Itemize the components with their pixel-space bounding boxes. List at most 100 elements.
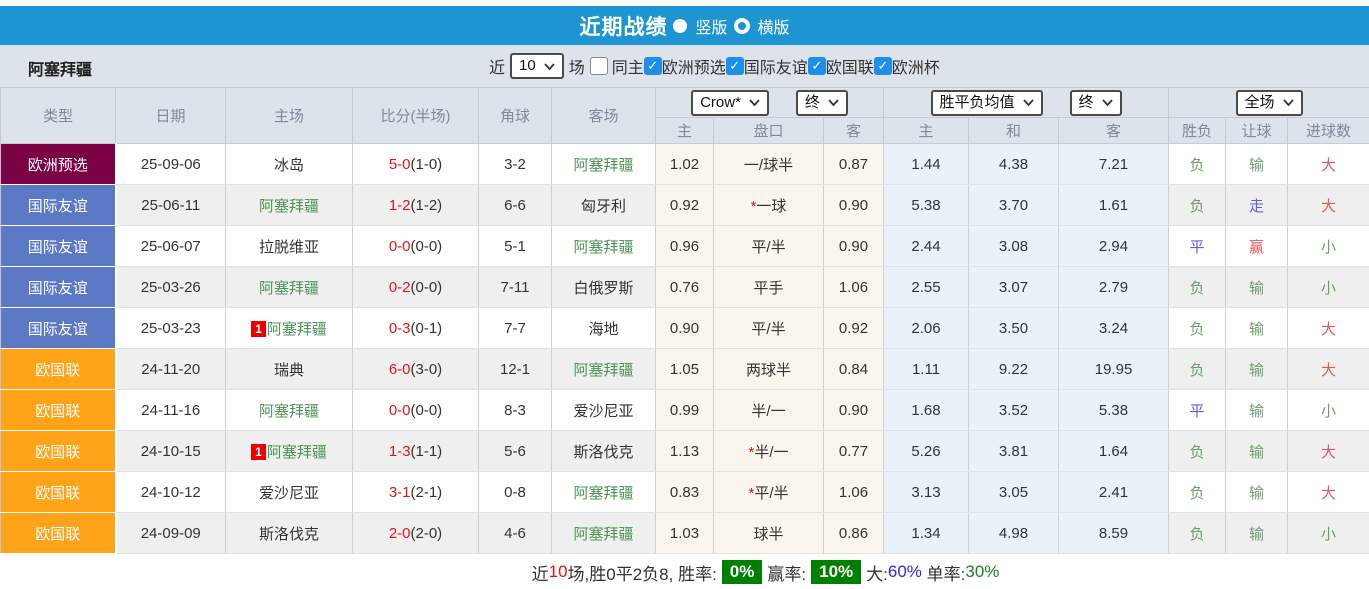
competition-checkbox-euro-cup[interactable]: ✓ xyxy=(873,57,892,75)
home-team-cell: 阿塞拜疆 xyxy=(225,184,353,226)
recent-label: 近 xyxy=(489,60,506,77)
avg-away-odds-cell: 8.59 xyxy=(1058,512,1170,554)
score-cell: 5-0(1-0) xyxy=(352,143,479,185)
title-bar: 近期战绩 竖版 横版 xyxy=(0,6,1369,45)
chevron-down-icon xyxy=(1282,99,1294,106)
match-type-cell: 国际友谊 xyxy=(0,307,117,349)
avg-draw-odds-cell: 3.08 xyxy=(968,225,1060,267)
handicap-home-odds-cell: 0.92 xyxy=(655,184,714,226)
odds-stage-select-value: 终 xyxy=(804,93,820,111)
competition-checkbox-nations-league[interactable]: ✓ xyxy=(807,57,826,75)
competition-checkbox-friendly[interactable]: ✓ xyxy=(725,57,744,75)
panel-title: 近期战绩 xyxy=(579,15,668,39)
away-team-name: 阿塞拜疆 xyxy=(573,525,634,543)
handicap-away-odds-cell: 1.06 xyxy=(823,266,885,308)
recent-count-select[interactable]: 10 xyxy=(510,53,564,79)
subcol-odds-home: 主 xyxy=(655,117,714,144)
handicap-line: 平/半 xyxy=(754,484,789,502)
away-team-name: 白俄罗斯 xyxy=(573,279,634,297)
away-team-cell: 白俄罗斯 xyxy=(551,266,656,308)
table-row: 欧国联 24-09-09 斯洛伐克 2-0(2-0) 4-6 阿塞拜疆 1.03… xyxy=(0,512,1369,554)
handicap-away-odds-cell: 0.90 xyxy=(823,225,885,267)
handicap-home-odds-cell: 1.13 xyxy=(655,430,714,472)
bookmaker-select[interactable]: Crow* xyxy=(691,89,769,116)
avg-stage-select[interactable]: 终 xyxy=(1069,89,1122,116)
result-handicap: 输 xyxy=(1249,443,1265,461)
chevron-down-icon xyxy=(1101,99,1113,106)
result-handicap-cell: 赢 xyxy=(1225,225,1289,267)
home-team-name: 阿塞拜疆 xyxy=(258,402,319,420)
competition-label-euro-qualifier: 欧洲预选 xyxy=(661,60,726,77)
result-goals: 小 xyxy=(1321,238,1337,256)
away-team-cell: 爱沙尼亚 xyxy=(551,389,656,431)
away-team-cell: 斯洛伐克 xyxy=(551,430,656,472)
result-goals: 小 xyxy=(1321,525,1337,543)
result-goals: 大 xyxy=(1321,484,1337,502)
result-goals-cell: 大 xyxy=(1287,307,1369,349)
radio-selected-icon xyxy=(673,18,688,33)
home-team-cell: 阿塞拜疆 xyxy=(225,266,353,308)
result-wdl-cell: 负 xyxy=(1168,430,1227,472)
scope-select-value: 全场 xyxy=(1244,93,1275,111)
avg-away-odds-cell: 1.64 xyxy=(1058,430,1170,472)
handicap-away-odds-cell: 0.90 xyxy=(823,184,885,226)
radio-horizontal-layout[interactable]: 横版 xyxy=(733,14,790,38)
result-handicap: 输 xyxy=(1249,156,1265,174)
single-rate: 30% xyxy=(965,562,1000,581)
avg-draw-odds-cell: 3.05 xyxy=(968,471,1060,513)
match-type-cell: 国际友谊 xyxy=(0,184,117,226)
away-team-cell: 匈牙利 xyxy=(551,184,656,226)
full-time-score: 1-2 xyxy=(388,196,411,214)
result-goals: 大 xyxy=(1321,443,1337,461)
win-odds-badge: 10% xyxy=(811,560,862,584)
avg-home-odds-cell: 1.11 xyxy=(883,348,970,390)
radio-horizontal-label: 横版 xyxy=(757,19,790,37)
score-cell: 1-3(1-1) xyxy=(352,430,479,472)
away-team-cell: 阿塞拜疆 xyxy=(551,471,656,513)
table-row: 欧国联 24-11-20 瑞典 6-0(3-0) 12-1 阿塞拜疆 1.05 … xyxy=(0,348,1369,390)
handicap-line: 两球半 xyxy=(745,361,791,379)
chevron-down-icon xyxy=(828,99,839,106)
competition-label-nations-league: 欧国联 xyxy=(825,60,874,77)
handicap-line: 平手 xyxy=(753,279,784,297)
check-icon: ✓ xyxy=(811,58,823,73)
home-team-cell: 1 阿塞拜疆 xyxy=(225,430,353,472)
avg-away-odds-cell: 2.79 xyxy=(1058,266,1170,308)
avg-home-odds-cell: 1.44 xyxy=(883,143,970,185)
table-row: 国际友谊 25-06-11 阿塞拜疆 1-2(1-2) 6-6 匈牙利 0.92… xyxy=(0,184,1369,226)
table-row: 国际友谊 25-03-23 1 阿塞拜疆 0-3(0-1) 7-7 海地 0.90… xyxy=(0,307,1369,349)
handicap-away-odds-cell: 0.86 xyxy=(823,512,885,554)
col-header-corners: 角球 xyxy=(478,87,552,144)
home-team-name: 阿塞拜疆 xyxy=(258,197,319,215)
avg-draw-odds-cell: 3.07 xyxy=(968,266,1060,308)
result-group-header: 全场 xyxy=(1168,87,1369,118)
result-handicap-cell: 输 xyxy=(1225,471,1289,513)
handicap-home-odds-cell: 1.03 xyxy=(655,512,714,554)
competition-checkbox-euro-qualifier[interactable]: ✓ xyxy=(643,57,662,75)
result-wdl-cell: 负 xyxy=(1168,512,1227,554)
score-cell: 1-2(1-2) xyxy=(352,184,479,226)
result-handicap-cell: 输 xyxy=(1225,266,1289,308)
half-time-score: (0-0) xyxy=(410,237,443,255)
same-home-checkbox[interactable] xyxy=(589,57,608,75)
odds-stage-select[interactable]: 终 xyxy=(795,89,848,116)
red-card-badge: 1 xyxy=(251,443,266,460)
result-handicap: 赢 xyxy=(1249,238,1265,256)
handicap-home-odds-cell: 1.05 xyxy=(655,348,714,390)
date-cell: 25-06-11 xyxy=(115,184,226,226)
result-handicap-cell: 输 xyxy=(1225,512,1289,554)
result-handicap: 输 xyxy=(1249,361,1265,379)
full-time-score: 1-3 xyxy=(388,442,411,460)
avg-away-odds-cell: 5.38 xyxy=(1058,389,1170,431)
home-team-name: 拉脱维亚 xyxy=(258,238,319,256)
corners-cell: 5-1 xyxy=(478,225,552,267)
home-team-name: 阿塞拜疆 xyxy=(266,443,327,461)
scope-select[interactable]: 全场 xyxy=(1235,89,1303,116)
filter-bar: 阿塞拜疆 近 10 场 同主 ✓ 欧洲预选 ✓ 国际友谊 ✓ 欧国联 ✓ 欧洲杯 xyxy=(0,45,1369,87)
big-label: 大: xyxy=(866,564,888,584)
results-tbody: 欧洲预选 25-09-06 冰岛 5-0(1-0) 3-2 阿塞拜疆 1.02 … xyxy=(0,143,1369,554)
avg-type-select[interactable]: 胜平负均值 xyxy=(930,89,1043,116)
radio-vertical-layout[interactable]: 竖版 xyxy=(673,14,728,38)
avg-draw-odds-cell: 3.70 xyxy=(968,184,1060,226)
result-handicap-cell: 输 xyxy=(1225,307,1289,349)
